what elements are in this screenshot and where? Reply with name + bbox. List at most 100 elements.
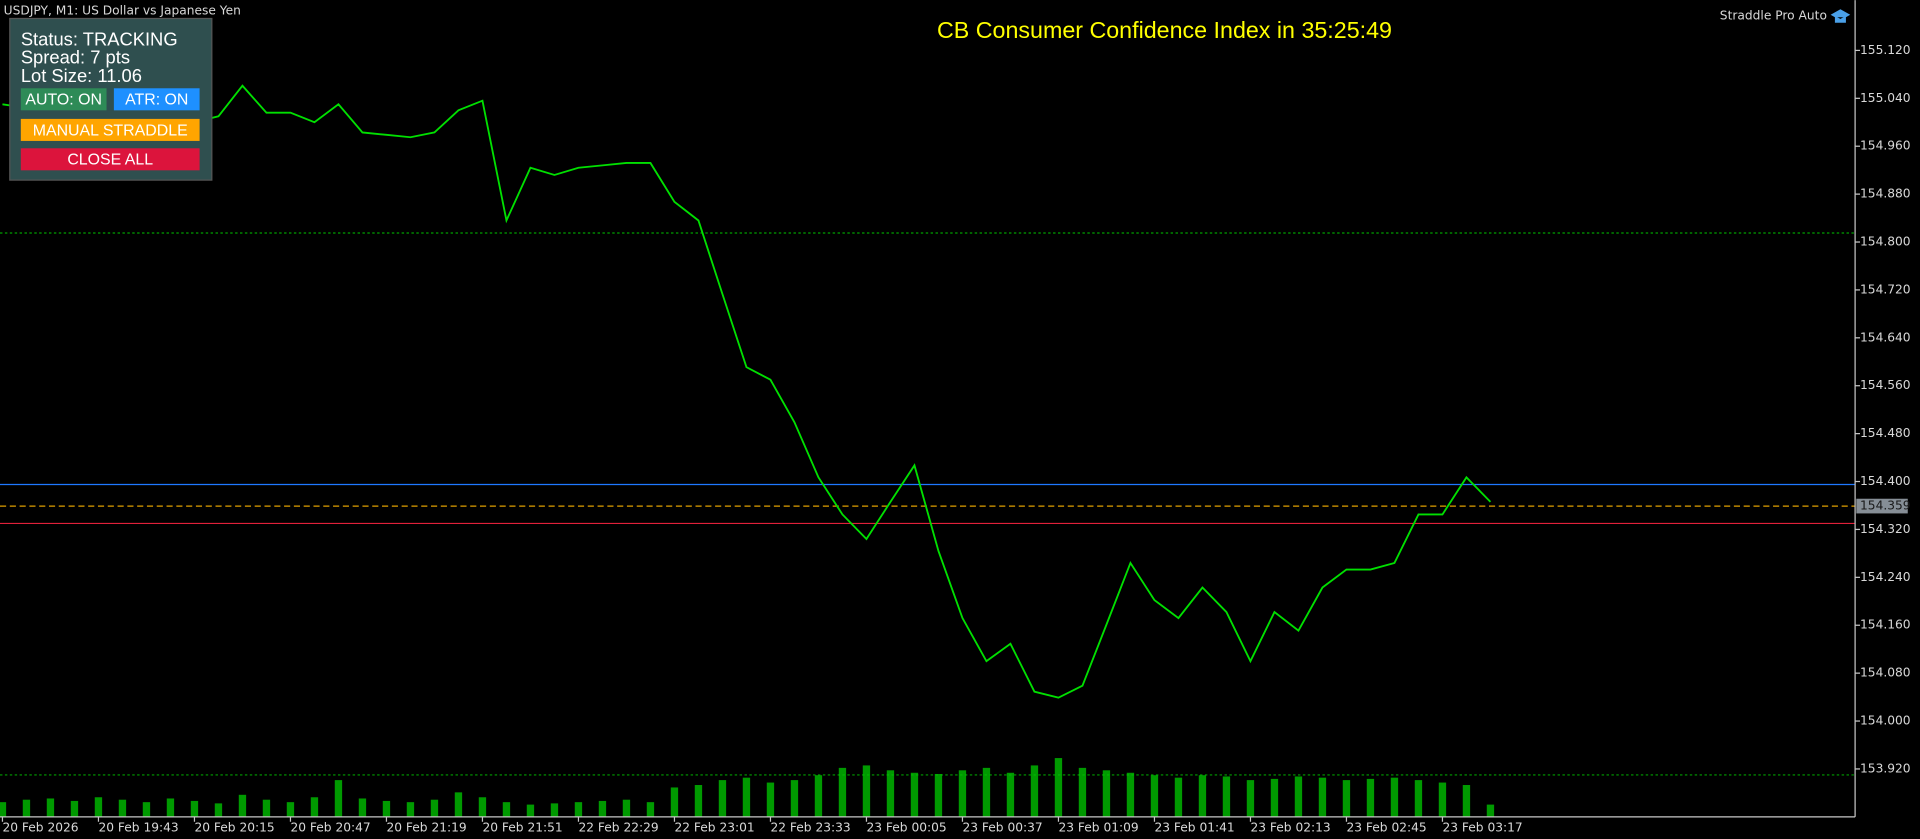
volume-bar [1222, 776, 1231, 817]
volume-bar [934, 773, 943, 817]
volume-bar [190, 800, 199, 817]
x-tick-label: 20 Feb 19:43 [98, 820, 178, 834]
volume-bar [886, 770, 895, 817]
close-button[interactable]: CLOSE ALL [20, 148, 200, 171]
y-tick-label: 154.080 [1860, 666, 1911, 680]
volume-bar [622, 799, 631, 817]
volume-bar [958, 770, 967, 817]
manual-button-label[interactable]: MANUAL STRADDLE [33, 122, 188, 139]
volume-bar [670, 787, 679, 817]
volume-bar [142, 802, 151, 817]
x-tick-label: 20 Feb 20:15 [194, 820, 274, 834]
volume-bar [598, 800, 607, 817]
manual-button[interactable]: MANUAL STRADDLE [20, 118, 200, 141]
volume-bar [94, 797, 103, 817]
x-tick-label: 22 Feb 23:01 [674, 820, 754, 834]
volume-bar [1198, 775, 1207, 817]
volume-bar [1006, 772, 1015, 817]
manual-button-bg [20, 118, 200, 141]
volume-bar [1342, 780, 1351, 817]
x-tick-label: 23 Feb 02:13 [1250, 820, 1330, 834]
x-tick-label: 23 Feb 02:45 [1346, 820, 1426, 834]
volume-bar [0, 802, 7, 817]
volume-bar [838, 767, 847, 817]
volume-bar [1438, 782, 1447, 817]
volume-bar [1462, 785, 1471, 817]
y-tick-label: 154.160 [1860, 618, 1911, 632]
atr-button-bg [113, 88, 200, 111]
volume-bar [550, 803, 559, 817]
volume-bar [214, 803, 223, 817]
symbol-label: USDJPY, M1: US Dollar vs Japanese Yen [4, 4, 241, 18]
y-tick-label: 154.880 [1860, 187, 1911, 201]
control-panel: Status: TRACKING Spread: 7 pts Lot Size:… [9, 17, 213, 181]
y-tick-label: 154.240 [1860, 570, 1911, 584]
volume-bar [166, 798, 175, 817]
volume-bar [118, 799, 127, 817]
volume-bar [1174, 777, 1183, 817]
volume-bar [646, 802, 655, 817]
volume-bar [1318, 777, 1327, 817]
volume-bar [1102, 770, 1111, 817]
y-tick-label: 155.120 [1860, 43, 1911, 57]
volume-bar [718, 780, 727, 817]
x-tick-label: 20 Feb 2026 [2, 820, 78, 834]
y-tick-label: 154.800 [1860, 235, 1911, 249]
y-tick-label: 154.560 [1860, 378, 1911, 392]
bid-tag-bg [1856, 498, 1908, 514]
x-tick-label: 23 Feb 00:05 [866, 820, 946, 834]
y-tick-label: 154.480 [1860, 426, 1911, 440]
y-tick-label: 155.040 [1860, 91, 1911, 105]
volume-bar [70, 800, 79, 817]
volume-bar [694, 785, 703, 817]
volume-bar [22, 799, 31, 817]
volume-bar [862, 765, 871, 817]
auto-button[interactable]: AUTO: ON [20, 88, 107, 111]
volume-bar [1246, 780, 1255, 817]
y-tick-label: 154.960 [1860, 139, 1911, 153]
auto-button-bg [20, 88, 107, 111]
x-tick-label: 22 Feb 23:33 [770, 820, 850, 834]
y-tick-label: 154.400 [1860, 474, 1911, 488]
close-button-label[interactable]: CLOSE ALL [67, 152, 153, 169]
volume-bar [1366, 778, 1375, 817]
atr-button[interactable]: ATR: ON [113, 88, 200, 111]
volume-bar [262, 799, 271, 817]
volume-bar [1126, 772, 1135, 817]
volume-bar [1270, 778, 1279, 817]
volume-bar [982, 767, 991, 817]
bid-tag: 154.359 [1860, 499, 1911, 513]
price-line [2, 84, 1492, 699]
volume-bar [382, 800, 391, 817]
volume-bar [310, 797, 319, 817]
volume-bar [526, 804, 535, 817]
volume-bar [1054, 758, 1063, 817]
expert-name: Straddle Pro Auto [1720, 9, 1827, 23]
y-tick-label: 154.320 [1860, 522, 1911, 536]
x-tick-label: 20 Feb 21:51 [482, 820, 562, 834]
x-tick-label: 20 Feb 21:19 [386, 820, 466, 834]
x-tick-label: 20 Feb 20:47 [290, 820, 370, 834]
announcement: CB Consumer Confidence Index in 35:25:49 [937, 17, 1392, 43]
volume-bar [1150, 775, 1159, 817]
volume-bar [502, 802, 511, 817]
volume-bar [1294, 776, 1303, 817]
y-tick-label: 154.000 [1860, 714, 1911, 728]
volume-bar [334, 780, 343, 817]
volume-bar [790, 780, 799, 817]
x-tick-label: 23 Feb 00:37 [962, 820, 1042, 834]
volume-bar [430, 799, 439, 817]
close-button-bg [20, 148, 200, 171]
volume-bar [814, 775, 823, 817]
volume-bar [742, 777, 751, 817]
volume-bar [574, 802, 583, 817]
y-tick-label: 154.720 [1860, 282, 1911, 296]
atr-button-label[interactable]: ATR: ON [125, 92, 188, 109]
auto-button-label[interactable]: AUTO: ON [25, 92, 102, 109]
volume-bar [286, 802, 295, 817]
volume-bar [454, 792, 463, 817]
